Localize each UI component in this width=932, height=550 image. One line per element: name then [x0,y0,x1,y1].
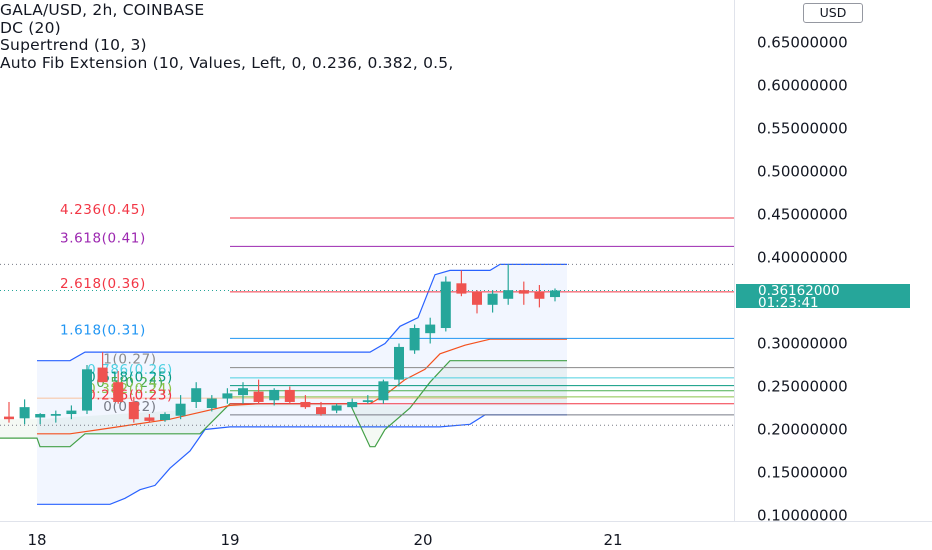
candle-up [19,407,30,419]
candle-up [331,405,342,411]
candle-up [362,400,373,402]
y-tick-label: 0.10000000 [757,507,848,525]
y-tick-label: 0.60000000 [757,77,848,95]
fib-level-label: 0.382(0.24) [87,381,173,397]
donchian-upper [37,263,567,362]
x-tick-label: 19 [220,531,239,549]
candle-up [440,281,451,329]
y-tick-label: 0.30000000 [757,335,848,353]
y-tick-label: 0.25000000 [757,378,848,396]
y-tick-label: 0.55000000 [757,120,848,138]
candle-down [97,367,108,383]
candle-up [238,388,248,396]
last-price-value: 0.36162000 [758,283,840,299]
x-tick-label: 21 [603,531,622,549]
candle-up [222,393,233,399]
candle-up [35,414,46,418]
chart-legend: GALA/USD, 2h, COINBASE DC (20) Supertren… [0,1,454,72]
x-tick-label: 20 [413,531,432,549]
candle-up [66,410,77,415]
candle-down [472,291,482,305]
fib-level-label: 0.618(0.25) [87,370,173,386]
candle-down [144,417,155,421]
indicator-supertrend[interactable]: Supertrend (10, 3) [0,36,147,54]
candle-down [456,283,467,294]
candle-up [269,389,280,401]
y-tick-label: 0.20000000 [757,421,848,439]
y-tick-label: 0.65000000 [757,34,848,52]
y-tick-label: 0.50000000 [757,163,848,181]
candle-up [206,398,217,408]
fib-level-label: 0.236(0.23) [87,388,173,404]
fib-level-label: 4.236(0.45) [60,202,146,218]
bar-countdown: 01:23:41 [758,295,819,311]
fib-level-label: 0.786(0.26) [87,362,173,378]
candle-down [316,407,326,415]
donchian-fill [37,264,567,505]
candle-down [300,401,311,408]
fib-level-label: 3.618(0.41) [60,230,146,246]
fib-level-label: 0.5(0.24) [96,375,163,391]
candle-down [4,416,14,420]
y-tick-label: 0.45000000 [757,206,848,224]
candle-up [82,369,92,411]
symbol-title[interactable]: GALA/USD, 2h, COINBASE [0,1,205,19]
last-price-label: 0.36162000 01:23:41 [736,283,910,311]
candle-up [347,401,358,408]
candle-up [409,328,420,351]
candle-up [378,381,389,401]
candle-down [253,391,264,402]
candle-down [284,389,295,402]
candle-up [550,290,560,298]
candle-up [425,324,436,334]
candle-down [128,401,139,420]
candle-up [394,346,404,380]
fib-level-label: 1(0.27) [103,352,156,368]
candle-up [50,414,61,416]
donchian-lower [37,414,567,505]
candle-up [487,293,498,305]
y-tick-label: 0.15000000 [757,464,848,482]
indicator-auto-fib[interactable]: Auto Fib Extension (10, Values, Left, 0,… [0,53,454,72]
candle-up [175,403,186,416]
candle-down [518,290,529,294]
x-tick-label: 18 [27,531,46,549]
candle-down [113,382,124,402]
y-tick-label: 0.40000000 [757,249,848,267]
indicator-donchian[interactable]: DC (20) [0,18,61,37]
candle-up [503,290,514,299]
currency-button[interactable]: USD [803,3,863,23]
candle-down [534,291,545,299]
candle-up [160,414,170,421]
fib-level-label: 1.618(0.31) [60,322,146,338]
fib-level-label: 2.618(0.36) [60,276,146,292]
candle-up [191,388,202,402]
